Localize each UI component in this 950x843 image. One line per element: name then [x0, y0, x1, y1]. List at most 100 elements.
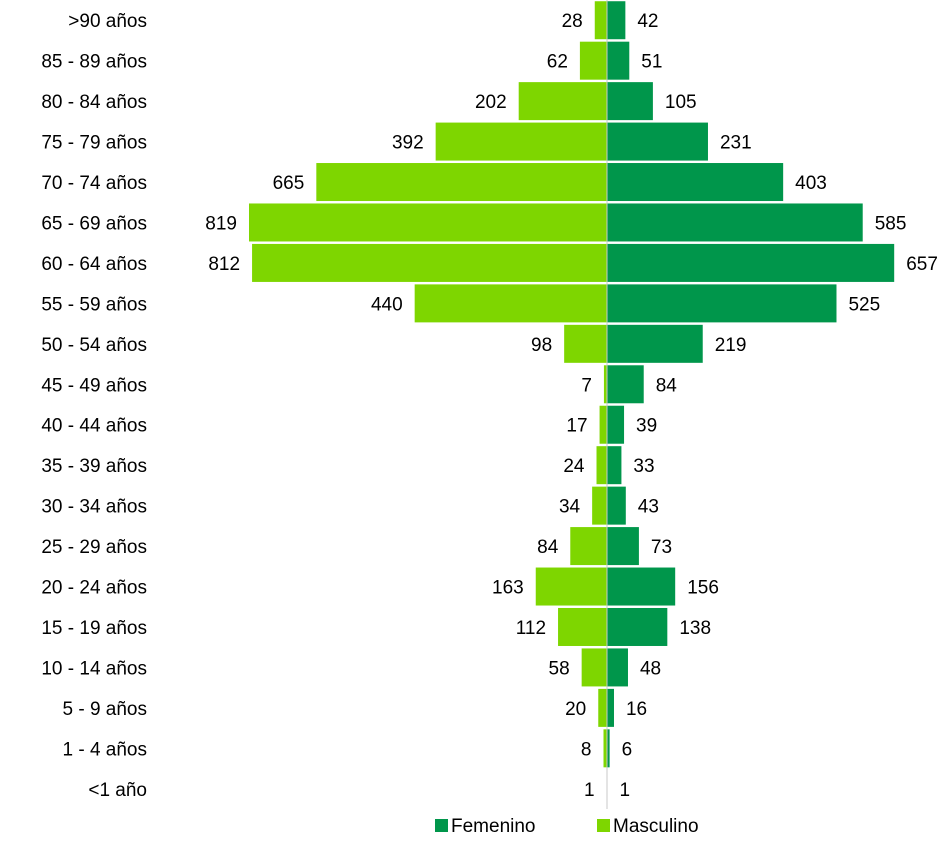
value-label-femenino-50-54-a-os: 219 [715, 335, 747, 356]
bar-femenino-75-79-a-os [607, 122, 708, 161]
bar-femenino-gt90-a-os [607, 1, 626, 40]
bar-masculino-20-24-a-os [535, 567, 607, 606]
value-label-masculino-10-14-a-os: 58 [549, 658, 570, 679]
category-label-80-84-a-os: 80 - 84 años [41, 92, 147, 113]
value-label-masculino-1-4-a-os: 8 [581, 739, 592, 760]
legend-swatch-masculino [597, 819, 610, 832]
category-label-45-49-a-os: 45 - 49 años [41, 375, 147, 396]
category-label-25-29-a-os: 25 - 29 años [41, 537, 147, 558]
category-label-30-34-a-os: 30 - 34 años [41, 497, 147, 518]
category-label-gt90-a-os: >90 años [68, 11, 147, 32]
bars-group [249, 1, 895, 808]
value-label-masculino-30-34-a-os: 34 [559, 497, 581, 518]
value-label-masculino-5-9-a-os: 20 [565, 699, 586, 720]
category-label-55-59-a-os: 55 - 59 años [41, 294, 147, 315]
value-label-femenino-35-39-a-os: 33 [633, 456, 654, 477]
value-label-masculino-75-79-a-os: 392 [392, 133, 424, 154]
value-label-femenino-65-69-a-os: 585 [875, 213, 907, 234]
bar-masculino-75-79-a-os [435, 122, 607, 161]
value-label-masculino-55-59-a-os: 440 [371, 294, 403, 315]
legend-swatch-femenino [435, 819, 448, 832]
bar-masculino-15-19-a-os [558, 607, 607, 646]
value-label-femenino-5-9-a-os: 16 [626, 699, 647, 720]
value-label-masculino-60-64-a-os: 812 [208, 254, 240, 275]
bar-masculino-65-69-a-os [249, 203, 607, 242]
bar-masculino-10-14-a-os [581, 648, 607, 687]
value-label-femenino-80-84-a-os: 105 [665, 92, 697, 113]
labels-group: 28 42 >90 años 62 51 85 - 89 años 202 105 80 - 8… [41, 11, 938, 801]
bar-masculino-1-4-a-os [603, 729, 607, 768]
legend-label-femenino: Femenino [451, 816, 536, 837]
value-label-femenino-lt1-a-o: 1 [619, 780, 630, 801]
category-label-60-64-a-os: 60 - 64 años [41, 254, 147, 275]
value-label-femenino-25-29-a-os: 73 [651, 537, 672, 558]
bar-femenino-50-54-a-os [607, 324, 703, 363]
bar-femenino-40-44-a-os [607, 405, 625, 444]
value-label-femenino-20-24-a-os: 156 [687, 578, 719, 599]
category-label-40-44-a-os: 40 - 44 años [41, 416, 147, 437]
bar-femenino-35-39-a-os [607, 446, 622, 485]
bar-masculino-45-49-a-os [603, 365, 607, 404]
bar-masculino-5-9-a-os [598, 688, 607, 727]
bar-femenino-30-34-a-os [607, 486, 626, 525]
bar-femenino-20-24-a-os [607, 567, 676, 606]
category-label-65-69-a-os: 65 - 69 años [41, 213, 147, 234]
value-label-masculino-20-24-a-os: 163 [492, 578, 524, 599]
category-label-35-39-a-os: 35 - 39 años [41, 456, 147, 477]
category-label-1-4-a-os: 1 - 4 años [63, 739, 148, 760]
value-label-femenino-gt90-a-os: 42 [637, 11, 658, 32]
value-label-masculino-15-19-a-os: 112 [516, 618, 546, 639]
value-label-femenino-40-44-a-os: 39 [636, 416, 657, 437]
value-label-femenino-30-34-a-os: 43 [638, 497, 659, 518]
category-label-10-14-a-os: 10 - 14 años [41, 658, 147, 679]
bar-masculino-25-29-a-os [570, 527, 607, 566]
bar-femenino-70-74-a-os [607, 163, 784, 202]
bar-femenino-1-4-a-os [607, 729, 610, 768]
value-label-femenino-55-59-a-os: 525 [848, 294, 880, 315]
value-label-femenino-15-19-a-os: 138 [679, 618, 711, 639]
bar-masculino-80-84-a-os [518, 82, 607, 121]
value-label-femenino-60-64-a-os: 657 [906, 254, 938, 275]
bar-masculino-55-59-a-os [414, 284, 607, 323]
value-label-femenino-75-79-a-os: 231 [720, 133, 752, 154]
legend-label-masculino: Masculino [613, 816, 699, 837]
category-label-20-24-a-os: 20 - 24 años [41, 578, 147, 599]
bar-masculino-30-34-a-os [592, 486, 607, 525]
value-label-masculino-65-69-a-os: 819 [205, 213, 237, 234]
bar-masculino-40-44-a-os [599, 405, 607, 444]
category-label-lt1-a-o: <1 año [88, 780, 147, 801]
category-label-15-19-a-os: 15 - 19 años [41, 618, 147, 639]
category-label-75-79-a-os: 75 - 79 años [41, 133, 147, 154]
bar-femenino-45-49-a-os [607, 365, 644, 404]
bar-masculino-60-64-a-os [252, 243, 607, 282]
value-label-masculino-gt90-a-os: 28 [562, 11, 583, 32]
value-label-femenino-70-74-a-os: 403 [795, 173, 827, 194]
value-label-masculino-35-39-a-os: 24 [563, 456, 585, 477]
bar-femenino-10-14-a-os [607, 648, 628, 687]
bar-femenino-5-9-a-os [607, 688, 614, 727]
value-label-masculino-50-54-a-os: 98 [531, 335, 552, 356]
bar-masculino-50-54-a-os [564, 324, 607, 363]
value-label-masculino-45-49-a-os: 7 [581, 375, 592, 396]
category-label-5-9-a-os: 5 - 9 años [63, 699, 148, 720]
category-label-85-89-a-os: 85 - 89 años [41, 52, 147, 73]
value-label-masculino-25-29-a-os: 84 [537, 537, 559, 558]
category-label-70-74-a-os: 70 - 74 años [41, 173, 147, 194]
value-label-masculino-85-89-a-os: 62 [547, 52, 568, 73]
bar-femenino-15-19-a-os [607, 607, 668, 646]
value-label-masculino-70-74-a-os: 665 [273, 173, 305, 194]
value-label-femenino-85-89-a-os: 51 [641, 52, 662, 73]
bar-femenino-60-64-a-os [607, 243, 895, 282]
value-label-femenino-1-4-a-os: 6 [622, 739, 633, 760]
value-label-masculino-80-84-a-os: 202 [475, 92, 507, 113]
bar-femenino-55-59-a-os [607, 284, 837, 323]
bar-masculino-85-89-a-os [579, 41, 607, 80]
bar-masculino-70-74-a-os [316, 163, 607, 202]
bar-masculino-35-39-a-os [596, 446, 607, 485]
value-label-masculino-lt1-a-o: 1 [584, 780, 595, 801]
bar-femenino-80-84-a-os [607, 82, 653, 121]
category-label-50-54-a-os: 50 - 54 años [41, 335, 147, 356]
value-label-femenino-45-49-a-os: 84 [656, 375, 678, 396]
bar-femenino-65-69-a-os [607, 203, 863, 242]
value-label-masculino-40-44-a-os: 17 [566, 416, 587, 437]
